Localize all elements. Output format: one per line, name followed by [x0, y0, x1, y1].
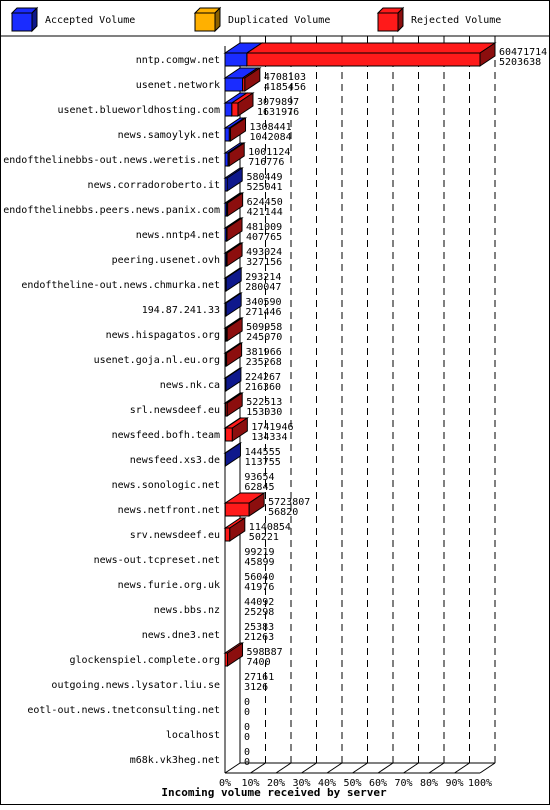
bar-nntp-comgw-net-rejected-volume-top [247, 43, 495, 53]
value-label-accepted-usenet-goja-nl-eu-org: 235268 [246, 357, 282, 368]
value-label-accepted-news-nntp4-net: 407765 [246, 232, 282, 243]
category-label-srl-newsdeef-eu: srl.newsdeef.eu [130, 405, 220, 416]
value-label-accepted-endofthelinebbs-out-news-weretis-net: 716776 [248, 157, 284, 168]
category-label-news-bbs-nz: news.bbs.nz [154, 605, 220, 616]
legend-swatch-rejected-volume [378, 13, 398, 31]
category-label-endofthelinebbs-peers-news-panix-com: endofthelinebbs.peers.news.panix.com [3, 205, 220, 216]
category-label-news-nk-ca: news.nk.ca [160, 380, 220, 391]
value-label-accepted-nntp-comgw-net: 5203638 [499, 57, 541, 68]
category-label-194-87-241-33: 194.87.241.33 [142, 305, 220, 316]
category-label-usenet-blueworldhosting-com: usenet.blueworldhosting.com [57, 105, 220, 116]
x-tick-label-70: 70% [394, 778, 412, 789]
value-label-accepted-peering-usenet-ovh: 327156 [246, 257, 282, 268]
category-label-news-furie-org-uk: news.furie.org.uk [118, 580, 220, 591]
value-label-accepted-news-dne3-net: 21263 [244, 632, 274, 643]
bar-newsfeed-bofh-team-rejected-volume-front [226, 428, 233, 441]
value-label-accepted-m68k-vk3heg-net: 0 [244, 757, 250, 768]
category-label-localhost: localhost [166, 730, 220, 741]
category-label-srv-newsdeef-eu: srv.newsdeef.eu [130, 530, 220, 541]
category-label-news-sonologic-net: news.sonologic.net [112, 480, 220, 491]
category-label-usenet-goja-nl-eu-org: usenet.goja.nl.eu.org [94, 355, 220, 366]
value-label-accepted-news-netfront-net: 56820 [268, 507, 298, 518]
category-label-endoftheline-out-news-chmurka-net: endoftheline-out.news.chmurka.net [21, 280, 220, 291]
x-axis-title: Incoming volume received by server [161, 786, 387, 799]
legend-label-accepted-volume: Accepted Volume [45, 15, 135, 26]
category-label-eotl-out-news-tnetconsulting-net: eotl-out.news.tnetconsulting.net [27, 705, 220, 716]
bar-nntp-comgw-net-accepted-volume-front [225, 53, 247, 66]
category-label-peering-usenet-ovh: peering.usenet.ovh [112, 255, 220, 266]
category-label-nntp-comgw-net: nntp.comgw.net [136, 55, 220, 66]
value-label-accepted-news-sonologic-net: 62845 [244, 482, 274, 493]
value-label-accepted-194-87-241-33: 271446 [245, 307, 281, 318]
category-label-news-corradoroberto-it: news.corradoroberto.it [88, 180, 220, 191]
value-label-accepted-usenet-network: 4185456 [264, 82, 306, 93]
bar-news-samoylyk-net-accepted-volume-front [225, 128, 229, 141]
value-label-accepted-news-samoylyk-net: 1042084 [250, 132, 292, 143]
value-label-accepted-endofthelinebbs-peers-news-panix-com: 421144 [247, 207, 283, 218]
category-label-news-samoylyk-net: news.samoylyk.net [118, 130, 220, 141]
category-label-news-dne3-net: news.dne3.net [142, 630, 220, 641]
legend-label-rejected-volume: Rejected Volume [411, 15, 501, 26]
category-label-outgoing-news-lysator-liu-se: outgoing.news.lysator.liu.se [51, 680, 220, 691]
value-label-accepted-srl-newsdeef-eu: 153030 [246, 407, 282, 418]
value-label-accepted-eotl-out-news-tnetconsulting-net: 0 [244, 707, 250, 718]
legend-swatch-duplicated-volume [195, 13, 215, 31]
value-label-accepted-newsfeed-xs3-de: 113755 [245, 457, 281, 468]
value-label-accepted-glockenspiel-complete-org: 7400 [247, 657, 271, 668]
legend-swatch-accepted-volume [12, 13, 32, 31]
value-label-accepted-srv-newsdeef-eu: 50221 [249, 532, 279, 543]
value-label-accepted-news-bbs-nz: 25298 [244, 607, 274, 618]
bar-nntp-comgw-net-rejected-volume-front [247, 53, 480, 66]
bar-usenet-blueworldhosting-com-rejected-volume-front [232, 103, 238, 116]
value-label-accepted-newsfeed-bofh-team: 134334 [251, 432, 287, 443]
category-label-newsfeed-xs3-de: newsfeed.xs3.de [130, 455, 220, 466]
category-label-m68k-vk3heg-net: m68k.vk3heg.net [130, 755, 220, 766]
value-label-accepted-usenet-blueworldhosting-com: 1631976 [257, 107, 299, 118]
x-tick-label-90: 90% [445, 778, 463, 789]
category-label-news-netfront-net: news.netfront.net [118, 505, 220, 516]
category-label-newsfeed-bofh-team: newsfeed.bofh.team [112, 430, 220, 441]
x-tick-label-100: 100% [468, 778, 492, 789]
bar-srv-newsdeef-eu-rejected-volume-front [225, 528, 230, 541]
value-label-accepted-news-hispagatos-org: 245070 [246, 332, 282, 343]
x-tick-label-80: 80% [420, 778, 438, 789]
category-label-news-out-tcpreset-net: news-out.tcpreset.net [94, 555, 220, 566]
value-label-accepted-endoftheline-out-news-chmurka-net: 280047 [245, 282, 281, 293]
value-label-accepted-news-out-tcpreset-net: 45899 [244, 557, 274, 568]
value-label-accepted-localhost: 0 [244, 732, 250, 743]
category-label-usenet-network: usenet.network [136, 80, 220, 91]
category-label-endofthelinebbs-out-news-weretis-net: endofthelinebbs-out.news.weretis.net [3, 155, 220, 166]
value-label-accepted-outgoing-news-lysator-liu-se: 3126 [244, 682, 268, 693]
category-label-glockenspiel-complete-org: glockenspiel.complete.org [69, 655, 220, 666]
value-label-accepted-news-furie-org-uk: 41976 [244, 582, 274, 593]
value-label-accepted-news-nk-ca: 216360 [245, 382, 281, 393]
bar-usenet-blueworldhosting-com-accepted-volume-front [225, 103, 232, 116]
bar-news-netfront-net-rejected-volume-front [225, 503, 249, 516]
bar-usenet-network-accepted-volume-front [225, 78, 243, 91]
category-label-news-hispagatos-org: news.hispagatos.org [106, 330, 220, 341]
legend-label-duplicated-volume: Duplicated Volume [228, 15, 330, 26]
value-label-accepted-news-corradoroberto-it: 525041 [246, 182, 282, 193]
bar-nntp-comgw-net-rejected-volume [247, 43, 495, 66]
category-label-news-nntp4-net: news.nntp4.net [136, 230, 220, 241]
